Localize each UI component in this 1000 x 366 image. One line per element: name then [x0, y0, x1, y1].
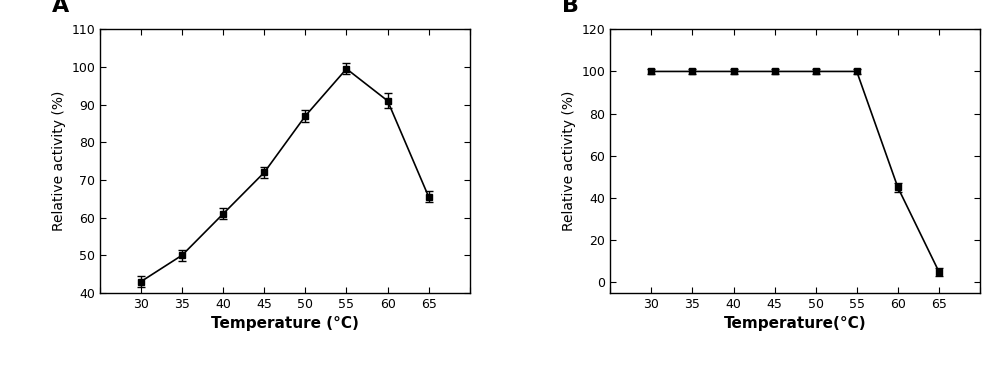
Text: B: B [562, 0, 579, 16]
Y-axis label: Relative activity (%): Relative activity (%) [562, 91, 576, 231]
Text: A: A [52, 0, 69, 16]
X-axis label: Temperature(°C): Temperature(°C) [724, 316, 866, 331]
X-axis label: Temperature (°C): Temperature (°C) [211, 316, 359, 331]
Y-axis label: Relative activity (%): Relative activity (%) [52, 91, 66, 231]
